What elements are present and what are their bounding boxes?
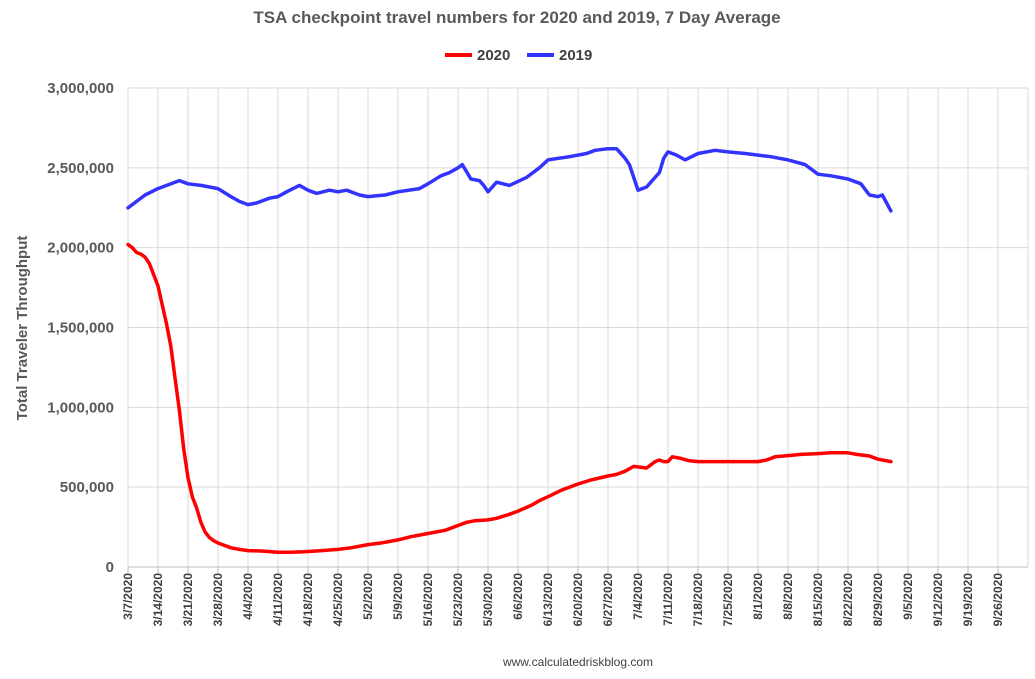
chart-title: TSA checkpoint travel numbers for 2020 a… xyxy=(253,8,780,27)
x-tick-label: 5/30/2020 xyxy=(481,573,495,627)
x-tick-label: 9/19/2020 xyxy=(961,573,975,627)
x-tick-label: 3/21/2020 xyxy=(181,573,195,627)
x-tick-label: 6/27/2020 xyxy=(601,573,615,627)
legend-label-2020: 2020 xyxy=(477,47,510,64)
source-credit: www.calculatedriskblog.com xyxy=(502,655,653,669)
x-tick-label: 6/6/2020 xyxy=(511,573,525,620)
legend-label-2019: 2019 xyxy=(559,47,592,64)
x-tick-label: 9/12/2020 xyxy=(931,573,945,627)
x-tick-label: 6/13/2020 xyxy=(541,573,555,627)
series-lines xyxy=(126,146,893,555)
y-axis-label: Total Traveler Throughput xyxy=(14,236,31,421)
series-line-2020 xyxy=(126,242,893,555)
x-tick-label: 7/25/2020 xyxy=(721,573,735,627)
y-tick-label: 3,000,000 xyxy=(47,80,114,97)
x-tick-label: 3/28/2020 xyxy=(211,573,225,627)
x-tick-label: 8/8/2020 xyxy=(781,573,795,620)
x-tick-label: 7/18/2020 xyxy=(691,573,705,627)
x-tick-label: 5/23/2020 xyxy=(451,573,465,627)
y-tick-label: 1,000,000 xyxy=(47,399,114,416)
x-tick-label: 4/25/2020 xyxy=(331,573,345,627)
x-tick-label: 9/5/2020 xyxy=(901,573,915,620)
x-tick-label: 9/26/2020 xyxy=(991,573,1005,627)
y-tick-label: 0 xyxy=(106,559,114,576)
x-tick-label: 5/2/2020 xyxy=(361,573,375,620)
x-tick-label: 5/16/2020 xyxy=(421,573,435,627)
y-axis: 0 500,000 1,000,000 1,500,000 2,000,000 2,500… xyxy=(47,80,114,576)
gridlines xyxy=(127,87,1029,567)
y-tick-label: 2,500,000 xyxy=(47,160,114,177)
x-tick-label: 4/18/2020 xyxy=(301,573,315,627)
x-tick-label: 8/29/2020 xyxy=(871,573,885,627)
x-tick-label: 4/11/2020 xyxy=(271,573,285,626)
x-tick-label: 3/7/2020 xyxy=(121,573,135,620)
x-tick-label: 8/22/2020 xyxy=(841,573,855,627)
x-tick-label: 4/4/2020 xyxy=(241,573,255,620)
x-axis: 3/7/2020 3/14/2020 3/21/2020 3/28/2020 4/4/2… xyxy=(121,566,1028,627)
x-tick-label: 8/15/2020 xyxy=(811,573,825,627)
x-tick-label: 5/9/2020 xyxy=(391,573,405,620)
series-line-2019 xyxy=(126,146,893,213)
y-tick-label: 2,000,000 xyxy=(47,240,114,257)
x-tick-label: 8/1/2020 xyxy=(751,573,765,620)
y-tick-label: 500,000 xyxy=(60,479,114,496)
y-tick-label: 1,500,000 xyxy=(47,320,114,337)
x-tick-label: 3/14/2020 xyxy=(151,573,165,627)
legend: 2020 2019 xyxy=(445,47,592,64)
x-tick-label: 7/4/2020 xyxy=(631,573,645,620)
x-tick-label: 6/20/2020 xyxy=(571,573,585,627)
x-tick-label: 7/11/2020 xyxy=(661,573,675,626)
